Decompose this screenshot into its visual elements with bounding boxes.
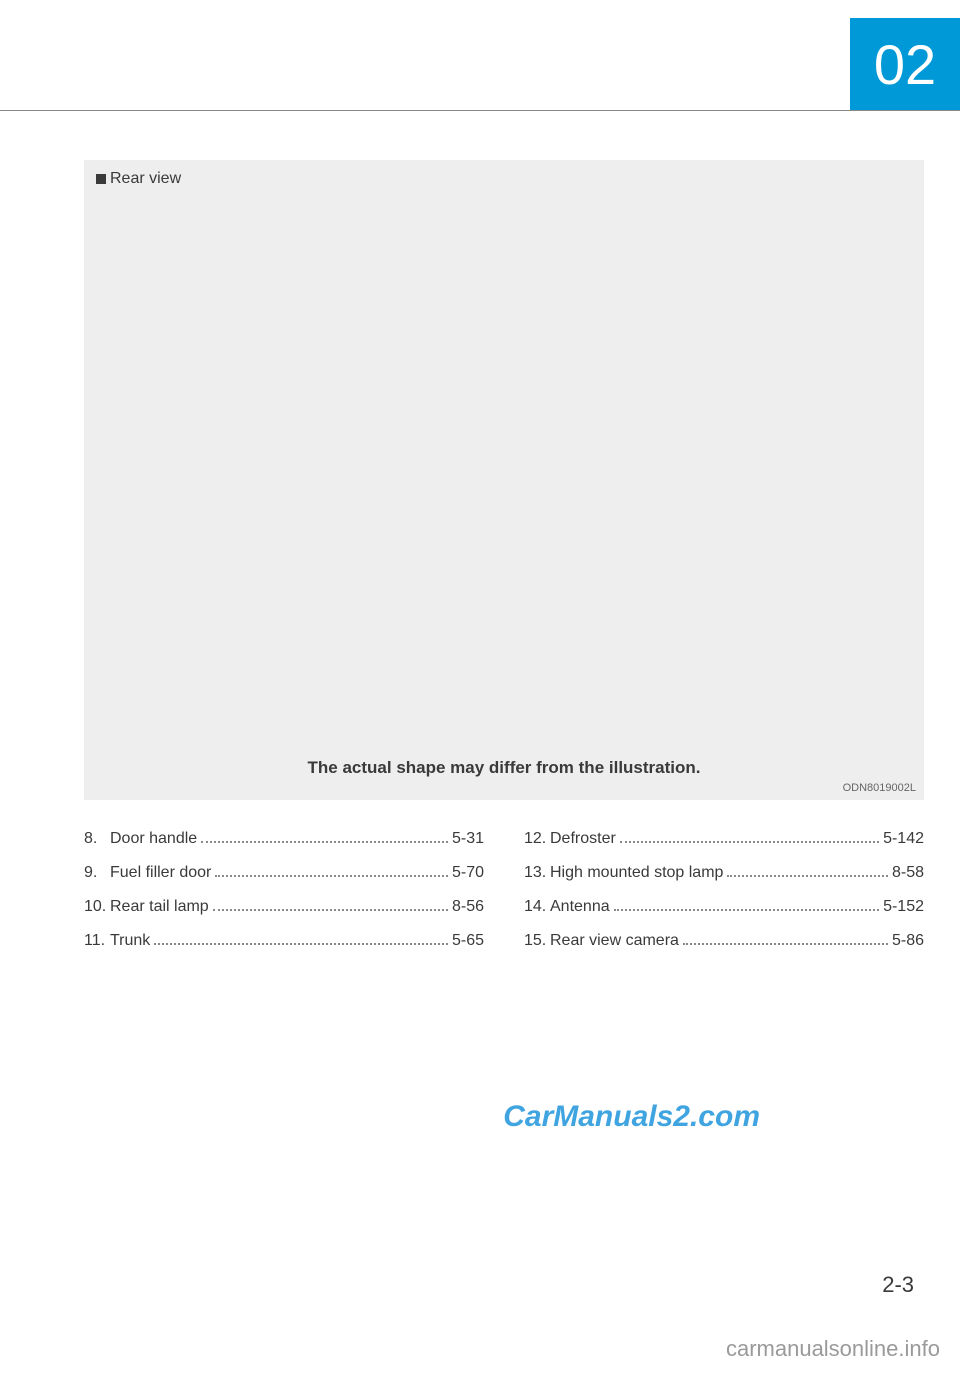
toc-entry: 9. Fuel filler door 5-70: [84, 864, 484, 882]
toc-num: 15.: [524, 932, 550, 950]
toc-label: Rear tail lamp: [110, 898, 209, 916]
toc-num: 10.: [84, 898, 110, 916]
toc-page: 5-31: [452, 830, 484, 848]
figure-code: ODN8019002L: [843, 782, 916, 794]
toc-page: 5-70: [452, 864, 484, 882]
toc-page: 8-56: [452, 898, 484, 916]
toc-page: 5-142: [883, 830, 924, 848]
toc-num: 11.: [84, 932, 110, 950]
figure-caption-top: Rear view: [96, 170, 181, 188]
toc-left-column: 8. Door handle 5-31 9. Fuel filler door …: [84, 830, 484, 966]
toc-dots: [215, 875, 448, 877]
toc-right-column: 12. Defroster 5-142 13. High mounted sto…: [524, 830, 924, 966]
page-number: 2-3: [882, 1272, 914, 1298]
watermark-brand: CarManuals2.com: [503, 1100, 760, 1134]
toc-num: 8.: [84, 830, 110, 848]
toc-label: Door handle: [110, 830, 197, 848]
bullet-icon: [96, 174, 106, 184]
toc-num: 14.: [524, 898, 550, 916]
toc-page: 5-86: [892, 932, 924, 950]
toc-num: 12.: [524, 830, 550, 848]
toc-entry: 14. Antenna 5-152: [524, 898, 924, 916]
toc-dots: [614, 909, 879, 911]
watermark-footer: carmanualsonline.info: [726, 1336, 940, 1362]
toc-dots: [620, 841, 879, 843]
figure-area: Rear view The actual shape may differ fr…: [84, 160, 924, 800]
figure-label: Rear view: [110, 170, 181, 187]
toc-label: Fuel filler door: [110, 864, 211, 882]
toc-entry: 13. High mounted stop lamp 8-58: [524, 864, 924, 882]
toc-label: Defroster: [550, 830, 616, 848]
toc-dots: [154, 943, 448, 945]
chapter-number: 02: [874, 32, 936, 97]
toc-dots: [727, 875, 888, 877]
toc-entry: 10. Rear tail lamp 8-56: [84, 898, 484, 916]
toc-num: 13.: [524, 864, 550, 882]
toc-dots: [201, 841, 448, 843]
toc-dots: [213, 909, 448, 911]
toc-entry: 12. Defroster 5-142: [524, 830, 924, 848]
toc-page: 5-65: [452, 932, 484, 950]
toc-entry: 8. Door handle 5-31: [84, 830, 484, 848]
toc-label: Rear view camera: [550, 932, 679, 950]
toc-dots: [683, 943, 888, 945]
toc-label: Antenna: [550, 898, 610, 916]
toc-entry: 15. Rear view camera 5-86: [524, 932, 924, 950]
header-divider: [0, 110, 960, 111]
toc-columns: 8. Door handle 5-31 9. Fuel filler door …: [84, 830, 924, 966]
toc-num: 9.: [84, 864, 110, 882]
toc-entry: 11. Trunk 5-65: [84, 932, 484, 950]
toc-label: High mounted stop lamp: [550, 864, 723, 882]
toc-page: 5-152: [883, 898, 924, 916]
figure-note: The actual shape may differ from the ill…: [84, 758, 924, 778]
toc-page: 8-58: [892, 864, 924, 882]
toc-label: Trunk: [110, 932, 150, 950]
chapter-tab: 02: [850, 18, 960, 110]
